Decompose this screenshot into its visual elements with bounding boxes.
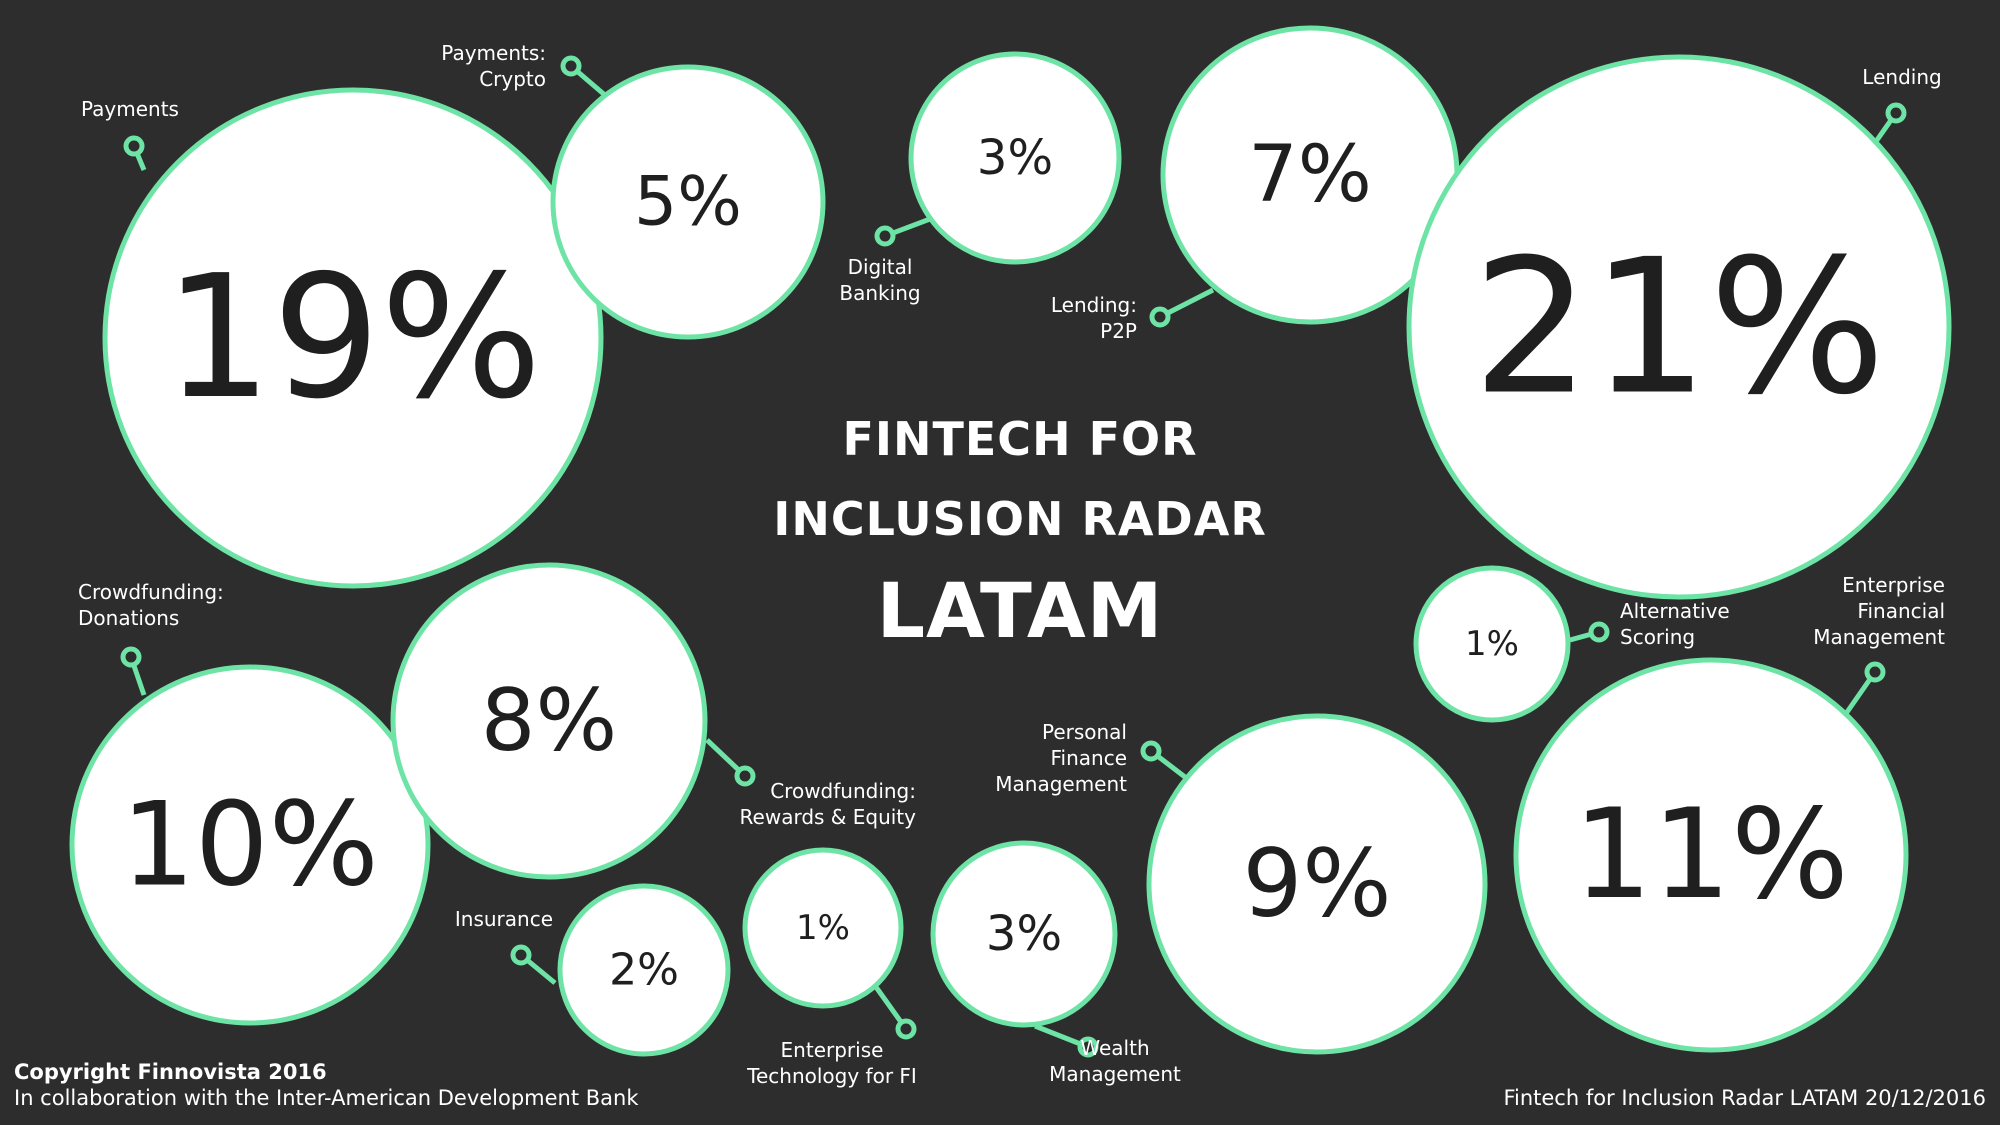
label-payments: Payments: [81, 97, 179, 121]
label-line: Crowdfunding:: [770, 779, 916, 803]
connector-dot: [1588, 621, 1610, 643]
value-crowdfunding-donations: 10%: [121, 778, 379, 913]
label-line: Financial: [1857, 599, 1945, 623]
connector-dot: [734, 765, 756, 787]
bubble-personal-finance-management: [1146, 713, 1488, 1055]
label-wealth-management: Wealth Management: [1049, 1036, 1181, 1086]
label-lending-p2p: Lending: P2P: [1051, 293, 1137, 343]
title-line-1: FINTECH FOR: [842, 412, 1198, 466]
bubble-crowdfunding-donations: [69, 664, 431, 1026]
title-line-2: INCLUSION RADAR: [773, 492, 1267, 546]
value-lending-p2p: 7%: [1248, 130, 1372, 220]
connector-dot: [1149, 306, 1171, 328]
bubble-alternative-scoring: [1413, 565, 1571, 723]
value-wealth-management: 3%: [986, 906, 1062, 962]
connector-dot: [874, 225, 896, 247]
label-line: Management: [1813, 625, 1945, 649]
connector-dot: [120, 646, 142, 668]
label-line: Wealth: [1080, 1036, 1149, 1060]
label-lending: Lending: [1862, 65, 1941, 89]
label-digital-banking: Digital Banking: [839, 255, 920, 305]
segment-crowdfunding-rewards-equity: 8% Crowdfunding: Rewards & Equity: [390, 562, 917, 880]
label-line: Crypto: [479, 67, 546, 91]
label-line: Personal: [1042, 720, 1127, 744]
label-line: Insurance: [455, 907, 553, 931]
label-line: Management: [995, 772, 1127, 796]
bubble-enterprise-technology-fi: [742, 847, 904, 1009]
connector-dot: [1864, 661, 1886, 683]
label-line: Crowdfunding:: [78, 580, 224, 604]
collaboration-text: In collaboration with the Inter-American…: [14, 1086, 639, 1110]
bubble-crowdfunding-rewards-equity: [390, 562, 708, 880]
segment-crowdfunding-donations: 10% Crowdfunding: Donations: [69, 580, 431, 1026]
connector-dot: [1077, 1036, 1099, 1058]
label-line: Banking: [839, 281, 920, 305]
connector-dot: [895, 1018, 917, 1040]
connector-dot: [560, 55, 582, 77]
label-crowdfunding-rewards-equity: Crowdfunding: Rewards & Equity: [740, 779, 917, 829]
value-crowdfunding-rewards-equity: 8%: [481, 671, 617, 771]
label-line: Payments:: [441, 41, 546, 65]
label-enterprise-technology-fi: Enterprise Technology for FI: [746, 1038, 917, 1088]
label-line: Lending:: [1051, 293, 1137, 317]
segment-lending-p2p: 7% Lending: P2P: [1051, 25, 1460, 343]
title-line-3: LATAM: [876, 566, 1164, 655]
label-payments-crypto: Payments: Crypto: [441, 41, 546, 91]
label-line: Enterprise: [781, 1038, 884, 1062]
value-lending: 21%: [1472, 219, 1885, 436]
bubble-payments-crypto: [550, 64, 826, 340]
label-line: Lending: [1862, 65, 1941, 89]
bubble-wealth-management: [930, 840, 1118, 1028]
label-line: Enterprise: [1842, 573, 1945, 597]
label-personal-finance-management: Personal Finance Management: [995, 720, 1127, 796]
value-payments-crypto: 5%: [634, 163, 742, 242]
bubble-insurance: [557, 883, 731, 1057]
segment-lending: 21% Lending: [1406, 54, 1952, 600]
label-line: Scoring: [1620, 625, 1695, 649]
segment-enterprise-financial-management: 11% Enterprise Financial Management: [1513, 573, 1945, 1053]
segment-payments: 19% Payments: [81, 87, 604, 589]
label-line: Rewards & Equity: [740, 805, 917, 829]
label-crowdfunding-donations: Crowdfunding: Donations: [78, 580, 224, 630]
bubble-payments: [102, 87, 604, 589]
segment-insurance: 2% Insurance: [455, 883, 731, 1057]
bubble-enterprise-financial-management: [1513, 657, 1909, 1053]
label-line: Technology for FI: [746, 1064, 917, 1088]
segment-digital-banking: 3% Digital Banking: [839, 51, 1122, 305]
value-payments: 19%: [164, 239, 542, 437]
value-personal-finance-management: 9%: [1242, 830, 1391, 939]
bubble-digital-banking: [908, 51, 1122, 265]
copyright-text: Copyright Finnovista 2016: [14, 1060, 327, 1084]
segment-personal-finance-management: 9% Personal Finance Management: [995, 713, 1488, 1055]
label-line: Finance: [1050, 746, 1127, 770]
label-enterprise-financial-management: Enterprise Financial Management: [1813, 573, 1945, 649]
value-enterprise-technology-fi: 1%: [796, 908, 850, 948]
label-line: P2P: [1100, 319, 1137, 343]
label-alternative-scoring: Alternative Scoring: [1620, 599, 1730, 649]
label-line: Payments: [81, 97, 179, 121]
value-alternative-scoring: 1%: [1465, 624, 1519, 664]
value-enterprise-financial-management: 11%: [1573, 783, 1849, 927]
bubble-lending: [1406, 54, 1952, 600]
value-digital-banking: 3%: [977, 130, 1053, 186]
segment-wealth-management: 3% Wealth Management: [930, 840, 1181, 1086]
label-line: Donations: [78, 606, 179, 630]
segment-payments-crypto: 5% Payments: Crypto: [441, 41, 826, 340]
segment-enterprise-technology-fi: 1% Enterprise Technology for FI: [742, 847, 917, 1088]
connector-dot: [510, 944, 532, 966]
value-insurance: 2%: [609, 945, 679, 996]
radar-date-text: Fintech for Inclusion Radar LATAM 20/12/…: [1503, 1086, 1986, 1110]
connector-dot: [123, 135, 145, 157]
segment-alternative-scoring: 1% Alternative Scoring: [1413, 565, 1730, 723]
label-line: Management: [1049, 1062, 1181, 1086]
connector-dot: [1140, 740, 1162, 762]
label-insurance: Insurance: [455, 907, 553, 931]
label-line: Digital: [848, 255, 913, 279]
label-line: Alternative: [1620, 599, 1730, 623]
connector-dot: [1885, 102, 1907, 124]
